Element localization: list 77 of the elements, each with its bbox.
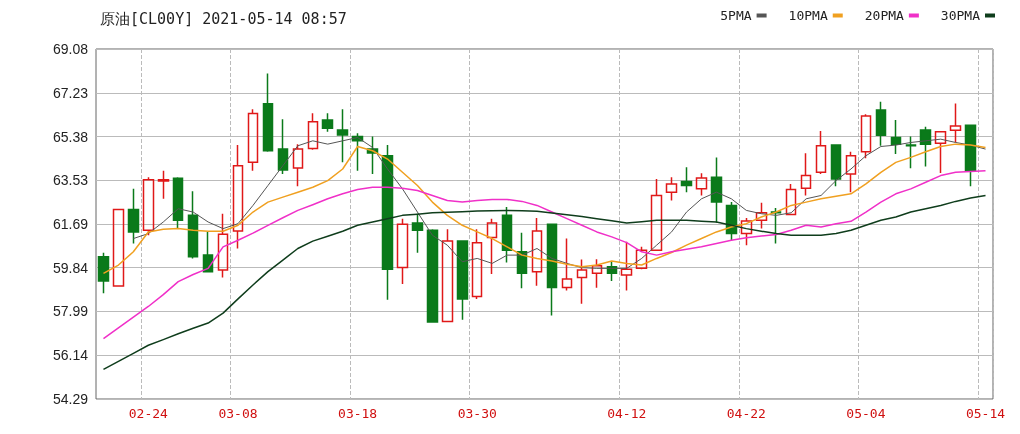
- candlestick: [157, 169, 170, 200]
- candlestick: [262, 72, 274, 153]
- candlestick: [770, 207, 782, 245]
- candlestick: [740, 217, 753, 246]
- y-tick-label: 65.38: [52, 128, 89, 145]
- legend-label: 10PMA: [788, 8, 828, 23]
- y-tick-label: 61.69: [52, 215, 89, 232]
- candlestick: [112, 208, 125, 287]
- candlestick: [934, 131, 947, 174]
- candlestick: [217, 212, 229, 279]
- y-tick-label: 67.23: [52, 84, 89, 101]
- candlestick: [232, 144, 244, 250]
- candlestick: [635, 246, 648, 271]
- candlestick: [307, 112, 319, 151]
- candlestick: [800, 152, 812, 197]
- candlestick: [531, 217, 543, 287]
- y-tick-label: 56.14: [52, 347, 89, 364]
- x-tick-label: 03-30: [457, 406, 497, 421]
- y-tick-label: 59.84: [52, 259, 89, 276]
- y-tick-label: 63.53: [52, 172, 89, 189]
- candlestick: [815, 130, 827, 175]
- candlestick: [411, 212, 424, 254]
- line-series: [102, 169, 987, 340]
- candlestick: [396, 217, 409, 285]
- candlestick: [142, 176, 155, 236]
- candlestick: [785, 183, 797, 217]
- legend-label: 5PMA: [720, 8, 752, 23]
- candlestick: [381, 144, 394, 301]
- candlestick: [695, 172, 708, 197]
- candlestick: [426, 228, 439, 323]
- legend-label: 20PMA: [864, 8, 905, 23]
- y-tick-label: 57.99: [52, 303, 89, 320]
- legend-label: 30PMA: [940, 8, 981, 23]
- candlestick: [561, 237, 573, 292]
- candlestick: [949, 102, 962, 144]
- candlestick: [755, 202, 768, 230]
- candlestick: [845, 150, 857, 193]
- x-tick-label: 02-24: [128, 406, 169, 421]
- x-tick-label: 03-08: [218, 406, 258, 421]
- line-series: [102, 194, 987, 371]
- y-tick-label: 69.08: [52, 41, 89, 57]
- candlestick: [441, 228, 454, 323]
- candlestick: [456, 240, 469, 321]
- candlestick: [277, 118, 289, 175]
- x-tick-label: 04-22: [726, 406, 766, 421]
- candlestick: [650, 178, 663, 252]
- candlestick: [336, 108, 349, 164]
- candlestick: [860, 113, 872, 160]
- chart-title: 原油[CL00Y] 2021-05-14 08:57: [100, 9, 347, 28]
- candlestick: [172, 176, 184, 230]
- candlestick: [875, 101, 887, 147]
- candlestick: [97, 252, 110, 294]
- candlestick: [964, 124, 977, 187]
- candlestick: [486, 217, 498, 275]
- x-tick-label: 05-14: [965, 406, 1006, 421]
- y-tick-label: 54.29: [52, 391, 89, 407]
- candlestick: [471, 228, 483, 300]
- candlestick: [710, 156, 723, 224]
- candlestick: [247, 108, 259, 172]
- candlestick: [905, 135, 917, 170]
- candlestick: [680, 166, 693, 193]
- candlestick: [187, 190, 199, 260]
- candlestick: [127, 188, 140, 245]
- x-tick-label: 03-18: [338, 406, 378, 421]
- candlestick: [620, 241, 633, 292]
- candlestick: [890, 119, 902, 155]
- x-tick-label: 05-04: [846, 406, 886, 421]
- candlestick: [501, 206, 513, 264]
- candlestick: [292, 143, 304, 187]
- candlestick: [830, 143, 842, 187]
- candlestick: [919, 126, 932, 168]
- candlestick: [665, 176, 678, 202]
- candlestick: [576, 258, 588, 305]
- candlestick: [591, 258, 603, 289]
- candlestick: [321, 112, 334, 133]
- candlestick: [546, 223, 558, 317]
- x-tick-label: 04-12: [607, 406, 647, 421]
